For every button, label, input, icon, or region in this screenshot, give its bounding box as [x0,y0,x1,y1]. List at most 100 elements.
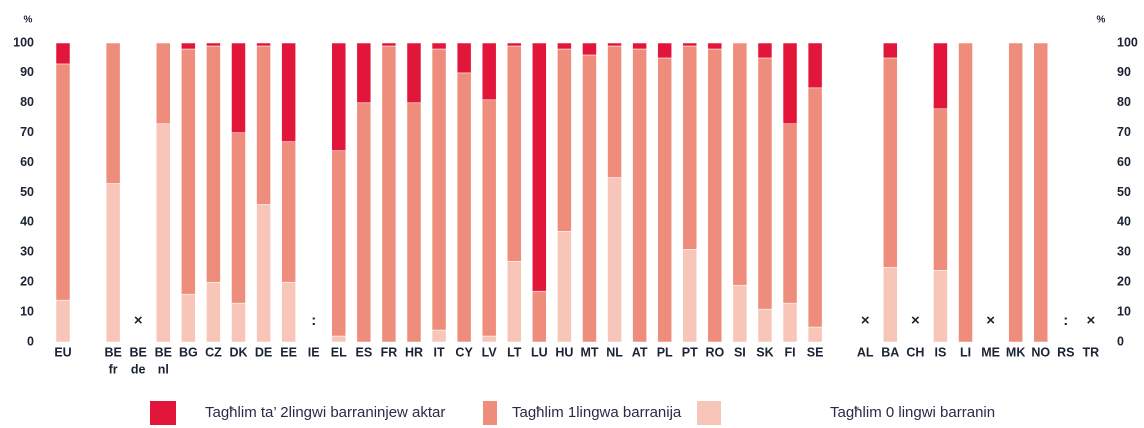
bar-segment [256,42,271,47]
x-tick-label: AL [857,345,874,359]
bar-segment [231,132,246,304]
x-tick-label: fr [109,362,118,376]
bar-segment [256,204,271,343]
x-tick-label: FI [784,345,795,359]
x-tick-label: CY [455,345,473,359]
bar-segment [732,284,748,343]
bar-segment [757,42,773,59]
legend-label: Tagħlim 0 lingwi barranin [830,404,995,421]
bar-segment [206,45,221,283]
x-tick-label: EL [331,345,347,359]
bar-segment [481,335,497,343]
bar-segment [507,42,522,47]
x-tick-label: SI [734,345,746,359]
bar-segment [682,45,697,250]
bar-segment [55,63,71,301]
legend-label: Tagħlim ta’ 2lingwi barraninjew aktar [205,404,445,421]
bar-segment [105,183,121,343]
bar-segment [256,45,271,205]
y-tick-label: 80 [20,95,34,109]
no-data-marker: × [986,312,995,329]
y-tick-label: 50 [1117,185,1131,199]
x-tick-label: LU [531,345,548,359]
bar-segment [105,42,121,184]
x-tick-label: ES [355,345,372,359]
x-tick-label: TR [1083,345,1100,359]
x-tick-label: EE [280,345,297,359]
bar-segment [933,269,948,343]
x-tick-label: CH [906,345,924,359]
y-unit-left: % [24,15,33,26]
bar-segment [557,42,572,50]
no-data-marker: × [1086,312,1095,329]
bar-segment [431,48,447,331]
x-tick-label: PL [657,345,673,359]
bar-segment [481,42,497,101]
bar-segment [632,48,647,343]
bar-segment [807,326,823,343]
y-tick-label: 40 [1117,215,1131,229]
bar-segment [406,102,422,343]
y-tick-label: 20 [20,274,34,288]
x-tick-label: IE [308,345,320,359]
x-tick-label: DK [229,345,247,359]
y-tick-label: 80 [1117,95,1131,109]
bar-segment [707,48,723,343]
no-data-marker: : [1063,312,1068,329]
y-tick-label: 100 [1117,35,1138,49]
x-tick-label: HR [405,345,423,359]
y-tick-label: 90 [1117,65,1131,79]
bar-segment [206,42,221,47]
bar-segment [356,42,372,104]
bar-segment [281,141,296,283]
bar-segment [281,42,296,142]
bar-segment [807,42,823,89]
x-tick-label: nl [158,362,169,376]
bar-segment [356,102,372,343]
bar-segment [557,48,572,232]
bar-segment [782,123,798,304]
bar-segment [883,42,898,59]
bar-segment [757,308,773,343]
bar-segment [657,57,672,343]
bar-segment [481,99,497,337]
bar-segment [582,42,597,56]
bar-segment [181,42,196,50]
y-tick-label: 10 [1117,304,1131,318]
x-tick-label: MK [1006,345,1025,359]
x-tick-label: LI [960,345,971,359]
bar-segment [231,302,246,343]
bar-segment [331,335,347,343]
y-tick-label: 0 [1117,334,1124,348]
bar-segment [55,42,71,65]
bar-segment [331,42,347,151]
bar-segment [883,267,898,343]
bar-segment [181,48,196,295]
bar-segment [657,42,672,59]
x-tick-label: PT [682,345,698,359]
y-tick-label: 40 [20,215,34,229]
bar-segment [331,150,347,337]
x-tick-label: NL [606,345,623,359]
bar-segment [281,281,296,343]
bar-segment [532,290,547,343]
x-tick-label: IT [433,345,444,359]
x-tick-label: BE [155,345,172,359]
x-tick-label: CZ [205,345,222,359]
bar-segment [431,329,447,343]
y-tick-label: 100 [13,35,34,49]
y-unit-right: % [1097,15,1106,26]
y-tick-label: 10 [20,304,34,318]
x-tick-label: BE [130,345,147,359]
y-tick-label: 20 [1117,274,1131,288]
y-tick-label: 30 [1117,245,1131,259]
x-tick-label: ME [981,345,1000,359]
x-tick-label: BA [881,345,899,359]
x-tick-label: de [131,362,146,376]
no-data-marker: × [134,312,143,329]
bar-segment [807,87,823,328]
x-tick-label: EU [54,345,71,359]
bar-segment [55,299,71,343]
bar-segment [582,54,597,343]
bar-segment [607,42,622,47]
